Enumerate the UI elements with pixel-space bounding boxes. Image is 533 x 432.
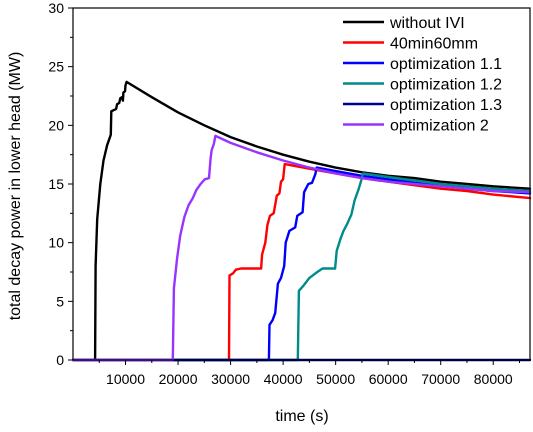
x-tick-label: 20000 [159,371,198,387]
x-tick-label: 10000 [106,371,145,387]
y-tick-label: 20 [48,117,64,133]
y-tick-label: 30 [48,0,64,16]
y-tick-label: 10 [48,235,64,251]
legend-label-3: optimization 1.1 [390,56,502,73]
y-tick-label: 25 [48,59,64,75]
series-line-3 [71,166,532,362]
legend-label-1: without IVI [389,15,465,32]
x-tick-label: 80000 [474,371,513,387]
x-tick-label: 50000 [316,371,355,387]
y-axis-title: total decay power in lower head (MW) [7,52,24,321]
x-axis-title: time (s) [275,408,328,425]
x-tick-label: 40000 [264,371,303,387]
y-tick-label: 0 [56,352,64,368]
x-tick-label: 60000 [369,371,408,387]
series-line-4 [71,172,532,362]
legend-label-6: optimization 2 [390,118,489,135]
legend-label-2: 40min60mm [390,36,478,53]
legend-label-5: optimization 1.3 [390,97,502,114]
y-tick-label: 15 [48,176,64,192]
x-tick-label: 70000 [421,371,460,387]
legend: without IVI 40min60mm optimization 1.1 opti… [343,15,502,135]
legend-label-4: optimization 1.2 [390,77,502,94]
series-line-2 [71,162,532,362]
plot-area: 0 5 10 15 20 25 30 10000 20000 30000 40000 50000 600… [48,0,532,387]
series-line-6 [71,134,532,362]
x-tick-label: 30000 [211,371,250,387]
y-tick-label: 5 [56,293,64,309]
